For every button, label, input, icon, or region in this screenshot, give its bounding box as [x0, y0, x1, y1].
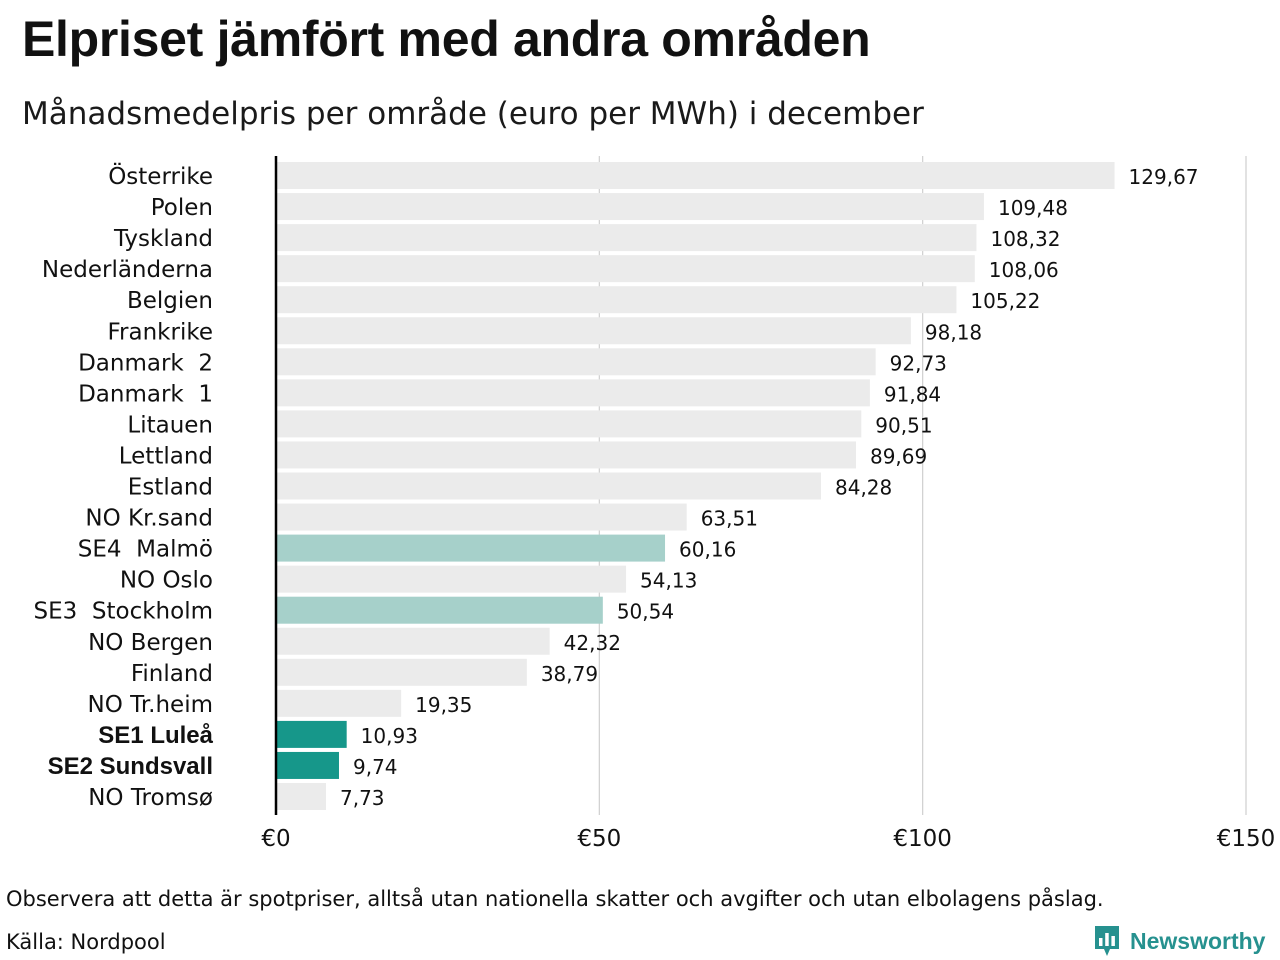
bar: [276, 627, 550, 655]
value-label: 50,54: [617, 600, 674, 624]
value-label: 54,13: [640, 569, 697, 593]
bar: [276, 224, 977, 252]
x-tick-label: €100: [893, 826, 952, 852]
category-label: Danmark 1: [78, 381, 213, 407]
bar: [276, 255, 975, 283]
value-labels: 129,67 109,48 108,32 108,06 105,22 98,18 92,73…: [340, 165, 1199, 810]
bar: [276, 472, 822, 500]
bar: [276, 348, 876, 376]
category-label: Polen: [151, 195, 213, 221]
value-label: 105,22: [970, 289, 1040, 313]
value-label: 89,69: [870, 444, 927, 468]
chart-subtitle: Månadsmedelpris per område (euro per MWh…: [22, 96, 924, 132]
value-label: 60,16: [679, 538, 736, 562]
category-label: Finland: [131, 661, 213, 687]
bar-chart-logo-icon: [1095, 926, 1119, 956]
value-label: 84,28: [835, 476, 892, 500]
bar: [276, 286, 957, 314]
bar: [276, 534, 666, 562]
value-label: 9,74: [353, 755, 398, 779]
value-label: 92,73: [890, 351, 947, 375]
value-label: 63,51: [701, 507, 758, 531]
value-label: 42,32: [564, 631, 621, 655]
bar: [276, 783, 326, 810]
x-tick-label: €0: [261, 826, 290, 852]
value-label: 91,84: [884, 382, 941, 406]
value-label: 38,79: [541, 662, 598, 686]
category-label: NO Tr.heim: [88, 692, 213, 718]
x-tick-label: €150: [1217, 826, 1276, 852]
footnote: Observera att detta är spotpriser, allts…: [6, 887, 1104, 911]
bar: [276, 317, 911, 345]
bar: [276, 441, 856, 469]
bar: [276, 689, 402, 717]
category-label: Belgien: [127, 288, 213, 314]
bar: [276, 658, 527, 686]
category-label: Frankrike: [108, 319, 214, 345]
category-label: SE2 Sundsvall: [48, 753, 213, 780]
bar: [276, 379, 870, 407]
value-label: 98,18: [925, 320, 982, 344]
category-label: NO Tromsø: [88, 785, 213, 811]
bar: [276, 565, 627, 593]
category-label: SE4 Malmö: [78, 537, 213, 563]
category-label: Tyskland: [113, 226, 213, 252]
bar: [276, 193, 984, 221]
category-label: NO Bergen: [88, 630, 213, 656]
x-tick-label: €50: [577, 826, 621, 852]
value-label: 7,73: [340, 786, 385, 810]
bar: [276, 596, 603, 624]
bar: [276, 751, 339, 779]
category-label: NO Kr.sand: [85, 506, 213, 532]
category-label: Lettland: [119, 443, 213, 469]
x-axis-ticks: €0 €50 €100 €150: [261, 826, 1275, 852]
category-label: Österrike: [108, 162, 213, 190]
brand-name: Newsworthy: [1130, 927, 1266, 954]
bar: [276, 162, 1115, 189]
value-label: 108,06: [989, 258, 1059, 282]
category-label: SE3 Stockholm: [34, 599, 214, 625]
bar: [276, 410, 862, 438]
category-label: SE1 Luleå: [98, 722, 213, 749]
chart-title: Elpriset jämfört med andra områden: [22, 11, 871, 67]
bar-chart: Österrike Polen Tyskland Nederländerna Belgi…: [34, 156, 1275, 852]
bar: [276, 720, 347, 748]
bars: [276, 162, 1115, 810]
brand-logo: Newsworthy: [1092, 924, 1265, 958]
value-label: 19,35: [415, 693, 472, 717]
bar: [276, 503, 687, 531]
category-label: Estland: [128, 475, 213, 501]
category-label: Litauen: [127, 412, 213, 438]
category-labels: Österrike Polen Tyskland Nederländerna Belgi…: [34, 162, 214, 811]
value-label: 108,32: [990, 227, 1060, 251]
source-label: Källa: Nordpool: [6, 930, 166, 954]
category-label: NO Oslo: [120, 568, 213, 594]
value-label: 90,51: [875, 413, 932, 437]
value-label: 129,67: [1129, 165, 1199, 189]
category-label: Nederländerna: [42, 257, 213, 283]
value-label: 109,48: [998, 196, 1068, 220]
value-label: 10,93: [361, 724, 418, 748]
category-label: Danmark 2: [78, 350, 213, 376]
